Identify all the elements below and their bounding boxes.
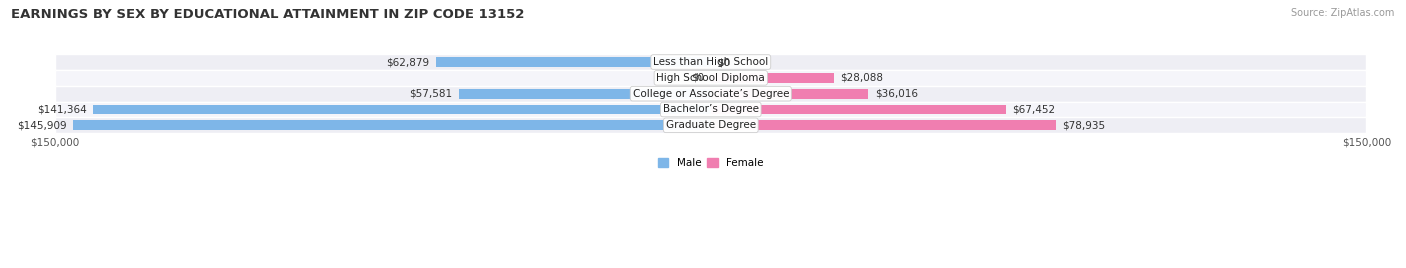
Bar [711, 89, 868, 99]
Text: $0: $0 [717, 57, 731, 67]
Text: $36,016: $36,016 [875, 89, 918, 99]
Text: EARNINGS BY SEX BY EDUCATIONAL ATTAINMENT IN ZIP CODE 13152: EARNINGS BY SEX BY EDUCATIONAL ATTAINMEN… [11, 8, 524, 21]
Text: Graduate Degree: Graduate Degree [665, 120, 756, 130]
Bar [460, 89, 711, 99]
Text: Bachelor’s Degree: Bachelor’s Degree [662, 105, 759, 114]
Text: $78,935: $78,935 [1063, 120, 1105, 130]
Text: $141,364: $141,364 [37, 105, 86, 114]
Bar [55, 70, 1367, 86]
Text: $62,879: $62,879 [387, 57, 429, 67]
Bar [711, 120, 1056, 130]
Text: $28,088: $28,088 [841, 73, 883, 83]
Text: Less than High School: Less than High School [654, 57, 769, 67]
Bar [55, 117, 1367, 133]
Legend: Male, Female: Male, Female [654, 154, 768, 172]
Bar [55, 54, 1367, 70]
Bar [711, 73, 834, 83]
Bar [55, 86, 1367, 102]
Text: $67,452: $67,452 [1012, 105, 1056, 114]
Text: Source: ZipAtlas.com: Source: ZipAtlas.com [1291, 8, 1395, 18]
Bar [711, 105, 1005, 114]
Text: High School Diploma: High School Diploma [657, 73, 765, 83]
Bar [73, 120, 711, 130]
Bar [436, 57, 711, 67]
Text: College or Associate’s Degree: College or Associate’s Degree [633, 89, 789, 99]
Text: $0: $0 [692, 73, 704, 83]
Text: $145,909: $145,909 [17, 120, 66, 130]
Bar [55, 102, 1367, 117]
Bar [93, 105, 711, 114]
Text: $57,581: $57,581 [409, 89, 453, 99]
